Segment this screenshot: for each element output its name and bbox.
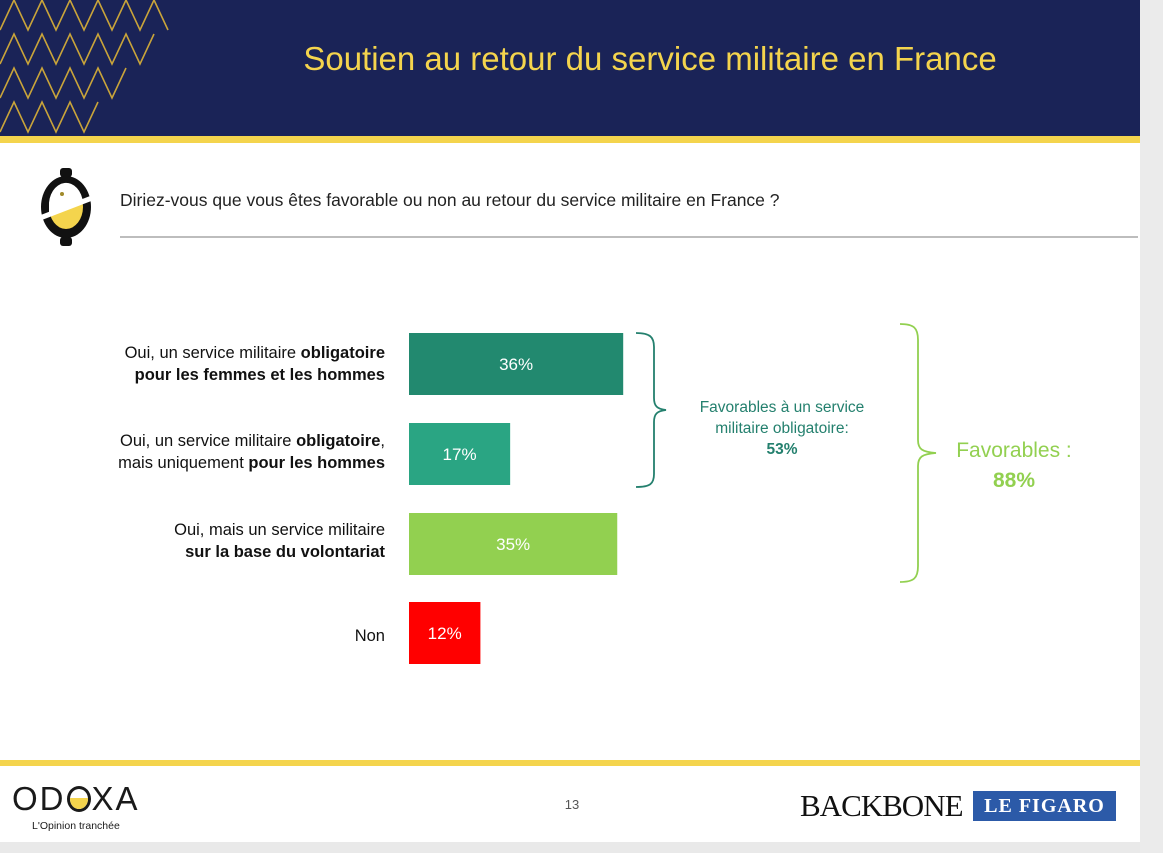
brace-total — [899, 323, 937, 583]
annotation-text: Favorables : — [956, 439, 1072, 462]
annotation-value: 53% — [766, 441, 798, 458]
label-bold: pour les femmes et les hommes — [134, 366, 385, 384]
survey-question: Diriez-vous que vous êtes favorable ou n… — [120, 190, 780, 210]
question-mark-icon — [39, 168, 93, 246]
logo-text: XA — [91, 780, 140, 817]
category-label-obligatoire-mixte: Oui, un service militaire obligatoire po… — [125, 342, 385, 386]
bar-value-label: 12% — [428, 624, 462, 643]
logo-text: OD — [12, 780, 66, 817]
label-text: mais uniquement — [118, 454, 249, 472]
odoxa-tagline: L'Opinion tranchée — [32, 820, 120, 832]
odoxa-logo: OD XA — [12, 780, 140, 818]
category-label-volontariat: Oui, mais un service militaire sur la ba… — [174, 519, 385, 563]
annotation-favorables-total: Favorables : 88% — [940, 436, 1088, 496]
bar-value-label: 17% — [443, 445, 477, 464]
slide: Soutien au retour du service militaire e… — [0, 0, 1140, 842]
label-bold: obligatoire — [296, 432, 381, 450]
label-text: Oui, mais un service militaire — [174, 521, 385, 539]
backbone-logo: BACKBONE — [800, 788, 964, 823]
label-text: , — [380, 432, 385, 450]
annotation-value: 88% — [992, 469, 1036, 492]
label-bold: pour les hommes — [248, 454, 385, 472]
question-divider — [120, 236, 1138, 238]
bar-value-label: 35% — [496, 535, 530, 554]
footer-stripe — [0, 760, 1140, 766]
header-band: Soutien au retour du service militaire e… — [0, 0, 1140, 136]
bar-non — [409, 602, 481, 664]
bar-value-label: 36% — [499, 355, 533, 374]
logo-o-icon — [66, 786, 91, 812]
annotation-text: Favorables à un service militaire obliga… — [699, 399, 865, 437]
slide-title: Soutien au retour du service militaire e… — [303, 40, 997, 77]
bar-chart: 36% 17% 35% 12% — [409, 323, 937, 664]
brace-obligatoire — [635, 332, 667, 488]
category-label-obligatoire-hommes: Oui, un service militaire obligatoire, m… — [118, 430, 385, 474]
category-label-non: Non — [355, 625, 385, 647]
bar-obligatoire-mixte — [409, 333, 624, 395]
chevron-pattern-decoration — [0, 0, 169, 134]
annotation-favorables-obligatoire: Favorables à un service militaire obliga… — [672, 397, 892, 460]
label-bold: sur la base du volontariat — [185, 543, 385, 561]
page-number: 13 — [564, 797, 580, 812]
label-text: Oui, un service militaire — [120, 432, 297, 450]
le-figaro-logo: LE FIGARO — [973, 791, 1116, 821]
label-text: Non — [354, 627, 385, 645]
label-bold: obligatoire — [300, 344, 385, 362]
bar-volontariat — [409, 513, 618, 575]
label-text: Oui, un service militaire — [124, 344, 301, 362]
bar-obligatoire-hommes — [409, 423, 511, 485]
header-stripe — [0, 136, 1140, 143]
scrollbar-track[interactable] — [1140, 0, 1163, 853]
